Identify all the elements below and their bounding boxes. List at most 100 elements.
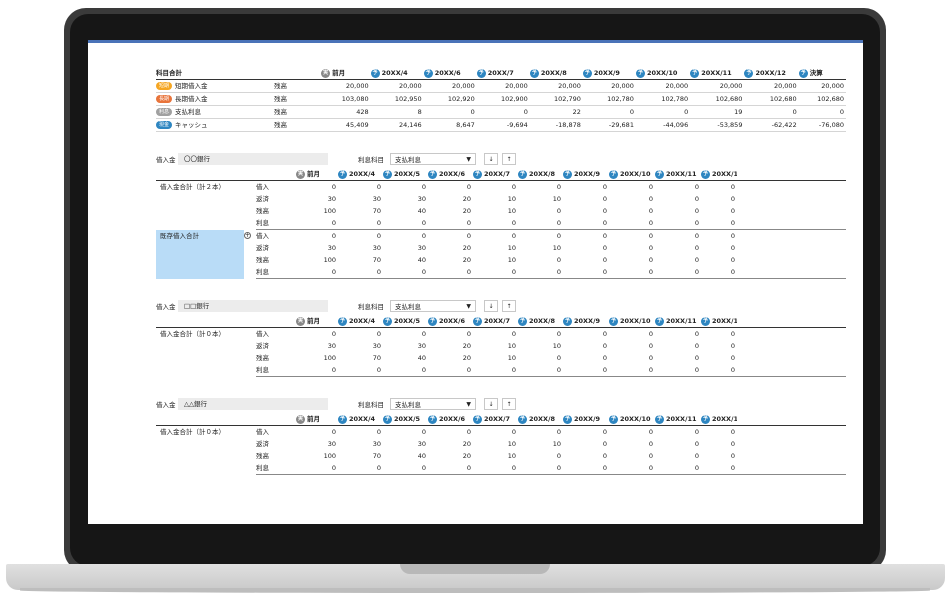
bank-controls: 借入金 □□銀行 利息科目 支払利息 ▼ ↓ ↑ (156, 299, 846, 313)
loan-cell: 0 (518, 364, 563, 377)
column-label: 20XX/4 (349, 317, 375, 325)
loan-cell: 0 (602, 195, 607, 203)
account-name: 長期借入金 (175, 95, 208, 103)
loan-cell: 0 (296, 266, 338, 279)
trailing-cell (737, 340, 846, 352)
plan-marker-icon: 予 (635, 68, 645, 78)
loan-row-type: 利息 (256, 462, 296, 475)
plan-marker-icon: 予 (609, 169, 618, 179)
summary-cell: -62,422 (744, 118, 799, 132)
column-label: 20XX/12 (755, 69, 786, 77)
summary-row: 利息 支払利息 残高 428 8 0 0 22 0 0 19 0 0 (156, 105, 846, 119)
expand-cell (244, 181, 256, 230)
loan-row-type: 借入 (256, 232, 269, 240)
loan-row-type: 返済 (256, 195, 269, 203)
main-content: 科目合計実前月予 20XX/4 予 20XX/6 予 20XX/7 予 20XX/8 予 20XX… (156, 67, 846, 475)
summary-account: 現金 キャッシュ (156, 118, 274, 132)
loan-cell: 0 (694, 183, 699, 191)
loan-cell: 0 (609, 462, 655, 475)
summary-title: 科目合計 (156, 67, 274, 80)
loan-cell: 0 (694, 452, 699, 460)
column-label: 20XX/7 (487, 69, 514, 77)
loan-cell: 20 (462, 256, 471, 264)
loan-cell: 0 (602, 452, 607, 460)
row-type: 残高 (273, 118, 322, 132)
plan-marker-icon: 予 (383, 414, 392, 424)
loan-group-title: 借入金合計（計０本） (160, 330, 225, 338)
interest-account-select[interactable]: 支払利息 ▼ (390, 398, 476, 410)
loan-cell: 30 (372, 440, 381, 448)
column-header: 予 20XX/5 (383, 413, 428, 426)
blank-header (256, 315, 296, 328)
interest-account-select[interactable]: 支払利息 ▼ (390, 153, 476, 165)
expand-plus-icon[interactable]: + (244, 232, 251, 239)
column-label: 20XX/10 (646, 69, 678, 77)
move-up-button[interactable]: ↑ (502, 300, 516, 312)
move-down-button[interactable]: ↓ (484, 300, 498, 312)
column-label: 前月 (307, 415, 320, 423)
loan-row-type: 残高 (256, 207, 269, 215)
loan-label: 借入金 (156, 401, 176, 409)
loan-cell: 0 (730, 342, 735, 350)
loan-cell: 10 (507, 244, 516, 252)
actual-marker-icon: 実 (296, 169, 305, 179)
loan-cell: 0 (563, 462, 609, 475)
loan-cell: 0 (730, 232, 735, 240)
blank-header (737, 168, 846, 181)
summary-cell: 103,080 (321, 92, 371, 106)
plan-marker-icon: 予 (655, 414, 664, 424)
loan-cell: 0 (694, 330, 699, 338)
plan-marker-icon: 予 (609, 316, 618, 326)
column-label: 20XX/9 (574, 170, 600, 178)
bank-name-field[interactable]: △△銀行 (178, 398, 328, 410)
loan-cell: 10 (507, 452, 516, 460)
column-header: 予 20XX/7 (473, 168, 518, 181)
move-down-button[interactable]: ↓ (484, 153, 498, 165)
interest-account-select[interactable]: 支払利息 ▼ (390, 300, 476, 312)
summary-cell: -9,694 (476, 118, 530, 132)
loan-cell: 0 (421, 428, 426, 436)
summary-type-header (273, 67, 322, 80)
loan-cell: 10 (507, 440, 516, 448)
column-label: 20XX/8 (529, 170, 555, 178)
loan-cell: 0 (648, 452, 653, 460)
plan-marker-icon: 予 (518, 414, 527, 424)
column-header: 予 20XX/6 (428, 315, 473, 328)
loan-cell: 0 (466, 330, 471, 338)
bank-name-field[interactable]: □□銀行 (178, 300, 328, 312)
loan-header-row: 実前月予 20XX/4 予 20XX/5 予 20XX/6 予 20XX/7 予 20XX/8 予 2… (156, 168, 846, 181)
plan-marker-icon: 予 (473, 414, 482, 424)
column-header: 予 20XX/11 (655, 413, 701, 426)
loan-cell: 40 (417, 452, 426, 460)
loan-row: 借入金合計（計０本） 借入 0 0 0 0 0 0 0 0 0 0 (156, 426, 846, 439)
column-label: 20XX/8 (529, 415, 555, 423)
bank-name-field[interactable]: 〇〇銀行 (178, 153, 328, 165)
trailing-cell (737, 328, 846, 341)
column-header: 予 20XX/10 (609, 168, 655, 181)
summary-cell: -53,859 (690, 118, 745, 132)
loan-cell: 0 (609, 217, 655, 230)
loan-cell: 0 (563, 266, 609, 279)
loan-cell: 0 (701, 217, 737, 230)
loan-cell: 20 (462, 452, 471, 460)
move-up-button[interactable]: ↑ (502, 398, 516, 410)
loan-row-type: 借入 (256, 330, 269, 338)
column-label: 20XX/6 (439, 170, 465, 178)
account-badge: 現金 (156, 121, 173, 129)
loan-cell: 0 (556, 452, 561, 460)
loan-cell: 0 (428, 217, 473, 230)
loan-cell: 0 (331, 428, 336, 436)
blank-header (244, 413, 256, 426)
plan-marker-icon: 予 (428, 414, 437, 424)
column-header: 予 20XX/10 (635, 67, 691, 80)
plan-marker-icon: 予 (383, 316, 392, 326)
account-name: 短期借入金 (175, 82, 208, 90)
loan-row-type: 利息 (256, 364, 296, 377)
column-header: 予 20XX/10 (609, 413, 655, 426)
loan-row: 返済 30 30 30 20 10 10 0 0 0 0 (156, 340, 846, 352)
move-down-button[interactable]: ↓ (484, 398, 498, 410)
move-up-button[interactable]: ↑ (502, 153, 516, 165)
column-header: 予 20XX/5 (383, 168, 428, 181)
summary-cell: 0 (744, 105, 799, 119)
